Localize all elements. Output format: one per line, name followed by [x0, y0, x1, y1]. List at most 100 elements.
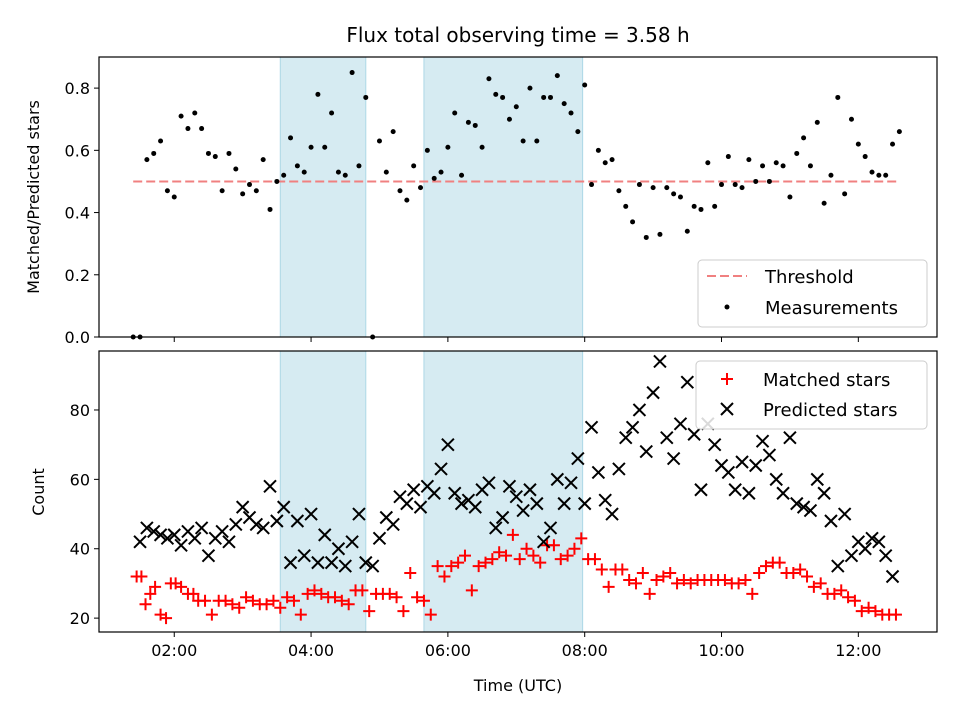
matched-star-point — [335, 594, 348, 607]
predicted-star-point — [755, 434, 770, 448]
count-y-axis-label: Count — [29, 468, 48, 516]
measurement-point — [445, 144, 451, 150]
measurement-point — [794, 150, 800, 156]
observing-windows-top — [279, 56, 584, 338]
matched-star-point — [479, 556, 492, 569]
predicted-star-point — [215, 524, 229, 539]
predicted-star-point — [352, 507, 366, 521]
measurement-point — [732, 182, 738, 188]
predicted-star-point — [441, 437, 455, 452]
measurement-point — [493, 91, 499, 97]
predicted-star-point — [735, 455, 749, 469]
predicted-star-point — [632, 403, 647, 417]
predicted-star-point — [584, 420, 599, 435]
matched-star-point — [417, 594, 430, 607]
ratio-axes-frame — [98, 56, 938, 338]
matched-star-point — [219, 594, 232, 607]
predicted-star-point — [673, 417, 688, 431]
matched-star-point — [664, 567, 677, 580]
measurement-point — [541, 94, 547, 100]
matched-star-point — [561, 549, 574, 562]
measurement-point — [431, 175, 437, 181]
measurement-point — [554, 73, 560, 79]
measurement-point — [472, 122, 478, 128]
measurement-point — [383, 169, 389, 175]
predicted-star-point — [482, 476, 496, 490]
ratio-y-axis-label: Matched/Predicted stars — [24, 100, 43, 294]
chart-title: Flux total observing time = 3.58 h — [346, 23, 689, 47]
measurement-point — [390, 129, 396, 135]
predicted-star-point — [824, 514, 838, 528]
predicted-star-point — [557, 496, 571, 511]
matched-star-point — [342, 598, 355, 611]
predicted-star-point — [858, 542, 872, 556]
measurement-point — [397, 188, 403, 194]
matched-star-point — [773, 556, 786, 569]
measurement-point — [288, 135, 294, 141]
predicted-star-point — [448, 486, 462, 500]
predicted-star-point — [598, 493, 612, 507]
predicted-star-point — [400, 496, 414, 511]
matched-star-point — [889, 608, 902, 621]
matched-star-point — [643, 587, 656, 600]
predicted-stars-series — [133, 354, 900, 584]
matched-star-point — [246, 594, 259, 607]
measurement-point — [582, 82, 588, 88]
measurement-point — [513, 104, 519, 110]
matched-star-point — [513, 553, 526, 566]
predicted-star-point — [803, 503, 818, 518]
matched-star-point — [759, 560, 772, 573]
count-x-axis-ticks: 02:00 04:00 06:00 08:00 10:00 12:00 — [151, 632, 881, 660]
predicted-star-point — [810, 472, 824, 487]
count-legend-box — [695, 360, 928, 430]
matched-star-point — [160, 612, 173, 625]
measurement-point — [671, 191, 677, 197]
predicted-star-point — [495, 510, 510, 525]
matched-star-point — [135, 570, 148, 583]
measurement-point — [151, 150, 157, 156]
predicted-star-point — [516, 503, 530, 518]
measurement-point — [787, 194, 793, 200]
predicted-star-point — [536, 535, 551, 549]
measurement-point — [267, 206, 273, 212]
predicted-star-point — [639, 444, 653, 459]
measurement-point — [178, 113, 184, 119]
measurement-point — [602, 160, 608, 166]
measurement-point — [698, 206, 704, 212]
ratio-y-axis-ticks: 0.0 0.2 0.4 0.6 0.8 — [65, 79, 99, 347]
measurement-point — [575, 129, 581, 135]
predicted-star-point — [543, 521, 558, 535]
predicted-star-point — [338, 559, 352, 573]
predicted-star-point — [324, 555, 339, 570]
matched-star-point — [390, 591, 403, 604]
predicted-star-point — [283, 555, 298, 570]
matched-star-point — [527, 549, 540, 562]
ratio-y-tick-label: 0.0 — [65, 328, 90, 347]
measurement-point — [342, 172, 348, 178]
predicted-star-point — [318, 528, 332, 542]
matched-star-point — [315, 587, 328, 600]
measurement-point — [171, 194, 177, 200]
matched-star-point — [233, 601, 246, 614]
predicted-star-point — [359, 555, 373, 570]
measurement-point — [506, 116, 512, 122]
predicted-star-point — [174, 538, 188, 552]
measurement-point — [589, 182, 595, 188]
matched-star-point — [520, 542, 533, 555]
matched-star-point — [506, 528, 519, 541]
legend-matched-swatch — [721, 373, 733, 385]
matched-star-point — [677, 573, 690, 586]
predicted-star-point — [783, 431, 797, 445]
matched-star-point — [636, 567, 649, 580]
measurement-point — [760, 163, 766, 169]
matched-star-point — [602, 580, 615, 593]
predicted-star-point — [844, 548, 859, 563]
predicted-star-point — [468, 500, 482, 514]
predicted-star-point — [646, 385, 660, 400]
predicted-star-point — [523, 483, 537, 497]
matched-star-point — [534, 556, 547, 569]
measurement-point — [684, 228, 690, 234]
matched-star-point — [175, 580, 188, 593]
measurement-point — [746, 157, 752, 163]
